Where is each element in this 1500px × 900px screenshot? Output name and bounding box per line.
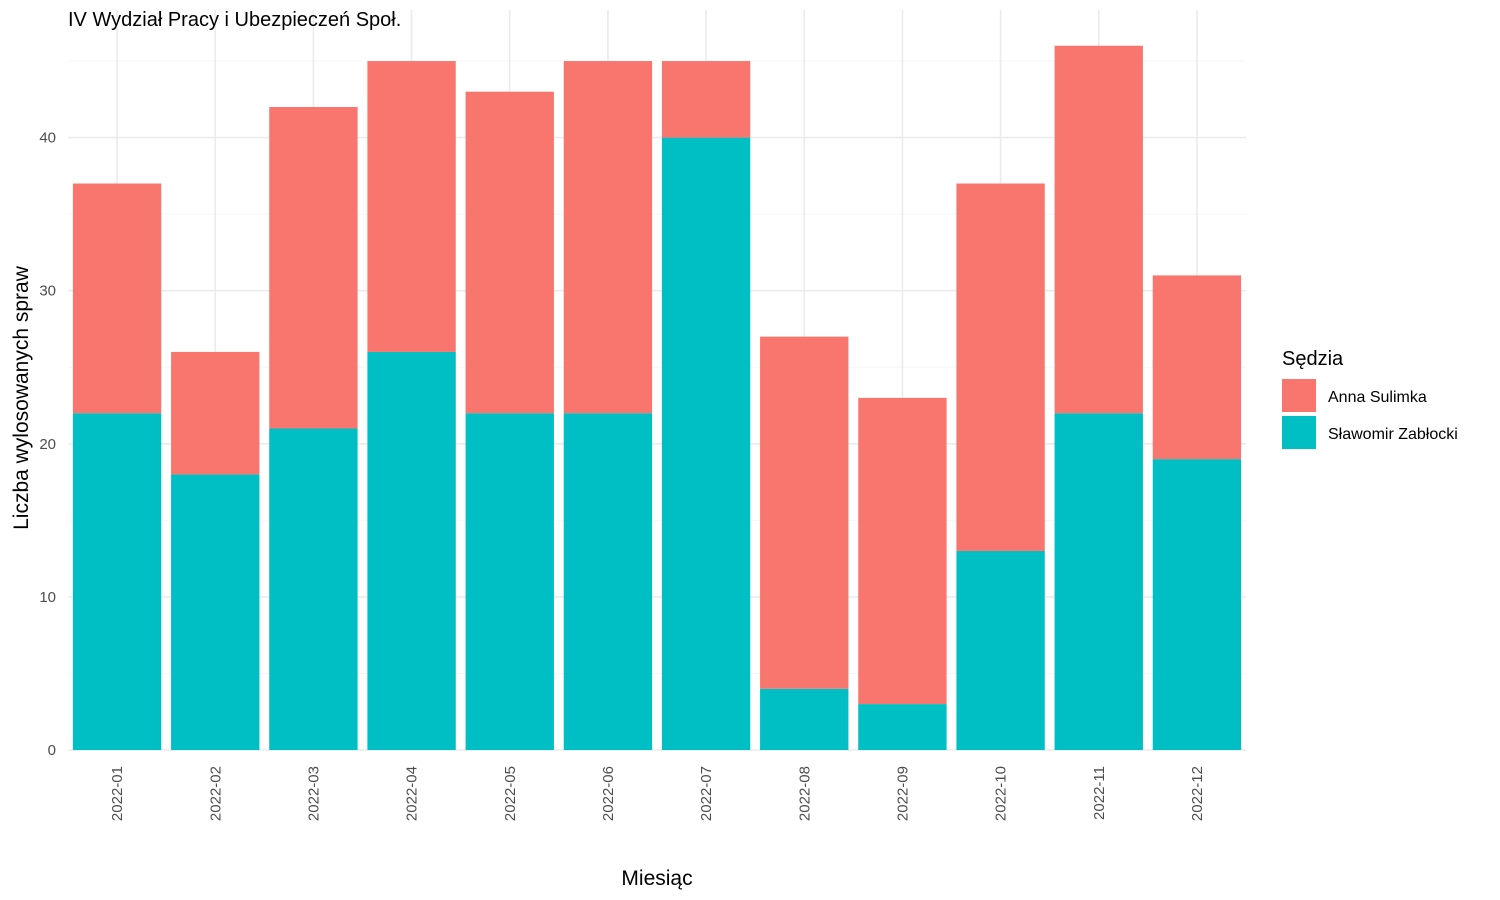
bar-2022-08-anna-sulimka: [760, 336, 849, 689]
bar-2022-09-anna-sulimka: [858, 397, 947, 705]
bar-2022-02-anna-sulimka: [171, 351, 260, 475]
y-tick-label: 0: [48, 742, 56, 759]
bar-2022-10-sławomir-zabłocki: [956, 550, 1045, 750]
bar-2022-11-anna-sulimka: [1054, 45, 1143, 414]
chart-title: IV Wydział Pracy i Ubezpieczeń Społ.: [68, 9, 401, 31]
bar-2022-05-sławomir-zabłocki: [465, 413, 554, 750]
x-tick-label: 2022-06: [600, 766, 617, 821]
y-tick-label: 30: [39, 283, 56, 300]
legend-label-slawomir-zablocki: Sławomir Zabłocki: [1328, 426, 1458, 443]
bars: [72, 45, 1242, 751]
x-tick-label: 2022-09: [894, 766, 911, 821]
bar-2022-01-sławomir-zabłocki: [72, 413, 162, 750]
bar-2022-09-sławomir-zabłocki: [858, 704, 947, 750]
legend: Sędzia Anna Sulimka Sławomir Zabłocki: [1282, 348, 1458, 449]
legend-label-anna-sulimka: Anna Sulimka: [1328, 389, 1427, 406]
x-tick-label: 2022-03: [305, 766, 322, 821]
x-tick-label: 2022-01: [109, 766, 126, 821]
bar-2022-12-anna-sulimka: [1152, 275, 1242, 460]
bar-2022-08-sławomir-zabłocki: [760, 688, 849, 750]
x-tick-label: 2022-08: [796, 766, 813, 821]
x-tick-label: 2022-11: [1091, 766, 1108, 820]
bar-2022-06-sławomir-zabłocki: [563, 413, 653, 750]
bar-2022-11-sławomir-zabłocki: [1054, 413, 1143, 750]
bar-2022-03-sławomir-zabłocki: [269, 428, 358, 750]
bar-2022-01-anna-sulimka: [72, 183, 162, 414]
y-axis-ticks: 0 10 20 30 40: [39, 130, 56, 759]
bar-2022-06-anna-sulimka: [563, 61, 653, 414]
bar-2022-10-anna-sulimka: [956, 183, 1045, 551]
bar-2022-02-sławomir-zabłocki: [171, 474, 260, 750]
bar-2022-07-sławomir-zabłocki: [661, 137, 751, 751]
x-tick-label: 2022-05: [502, 766, 519, 821]
y-tick-label: 10: [39, 589, 56, 606]
x-tick-label: 2022-10: [993, 766, 1010, 821]
bar-2022-12-sławomir-zabłocki: [1152, 459, 1242, 750]
x-tick-label: 2022-12: [1189, 766, 1206, 821]
y-tick-label: 20: [39, 436, 56, 453]
legend-title: Sędzia: [1282, 348, 1344, 370]
x-tick-label: 2022-04: [404, 766, 421, 821]
bar-2022-04-anna-sulimka: [367, 61, 456, 352]
bar-2022-04-sławomir-zabłocki: [367, 351, 456, 750]
x-axis-ticks: 2022-01 2022-02 2022-03 2022-04 2022-05 2022-…: [109, 766, 1206, 821]
y-tick-label: 40: [39, 130, 56, 147]
bar-2022-03-anna-sulimka: [269, 106, 358, 429]
x-axis-title: Miesiąc: [621, 867, 692, 890]
bar-2022-05-anna-sulimka: [465, 91, 554, 414]
y-axis-title: Liczba wylosowanych spraw: [10, 265, 33, 530]
legend-key-anna-sulimka: [1282, 379, 1316, 412]
x-tick-label: 2022-02: [207, 766, 224, 821]
legend-key-slawomir-zablocki: [1282, 416, 1316, 449]
bar-2022-07-anna-sulimka: [661, 61, 751, 138]
x-tick-label: 2022-07: [698, 766, 715, 821]
